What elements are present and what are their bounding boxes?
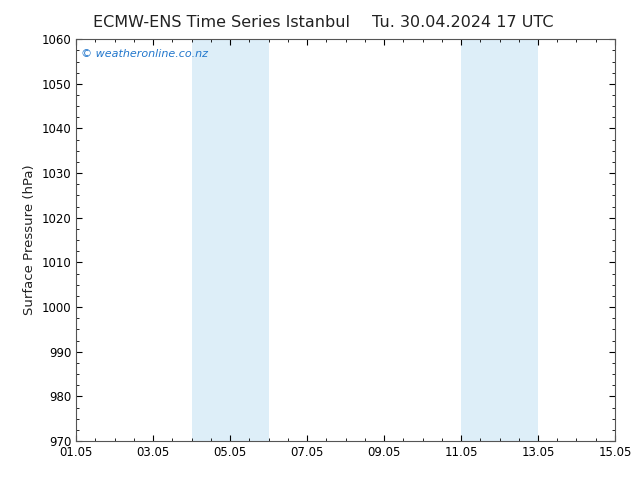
Y-axis label: Surface Pressure (hPa): Surface Pressure (hPa) — [23, 165, 36, 316]
Text: ECMW-ENS Time Series Istanbul: ECMW-ENS Time Series Istanbul — [93, 15, 351, 30]
Text: © weatheronline.co.nz: © weatheronline.co.nz — [81, 49, 209, 59]
Text: Tu. 30.04.2024 17 UTC: Tu. 30.04.2024 17 UTC — [372, 15, 553, 30]
Bar — [191, 39, 269, 441]
Bar — [461, 39, 538, 441]
